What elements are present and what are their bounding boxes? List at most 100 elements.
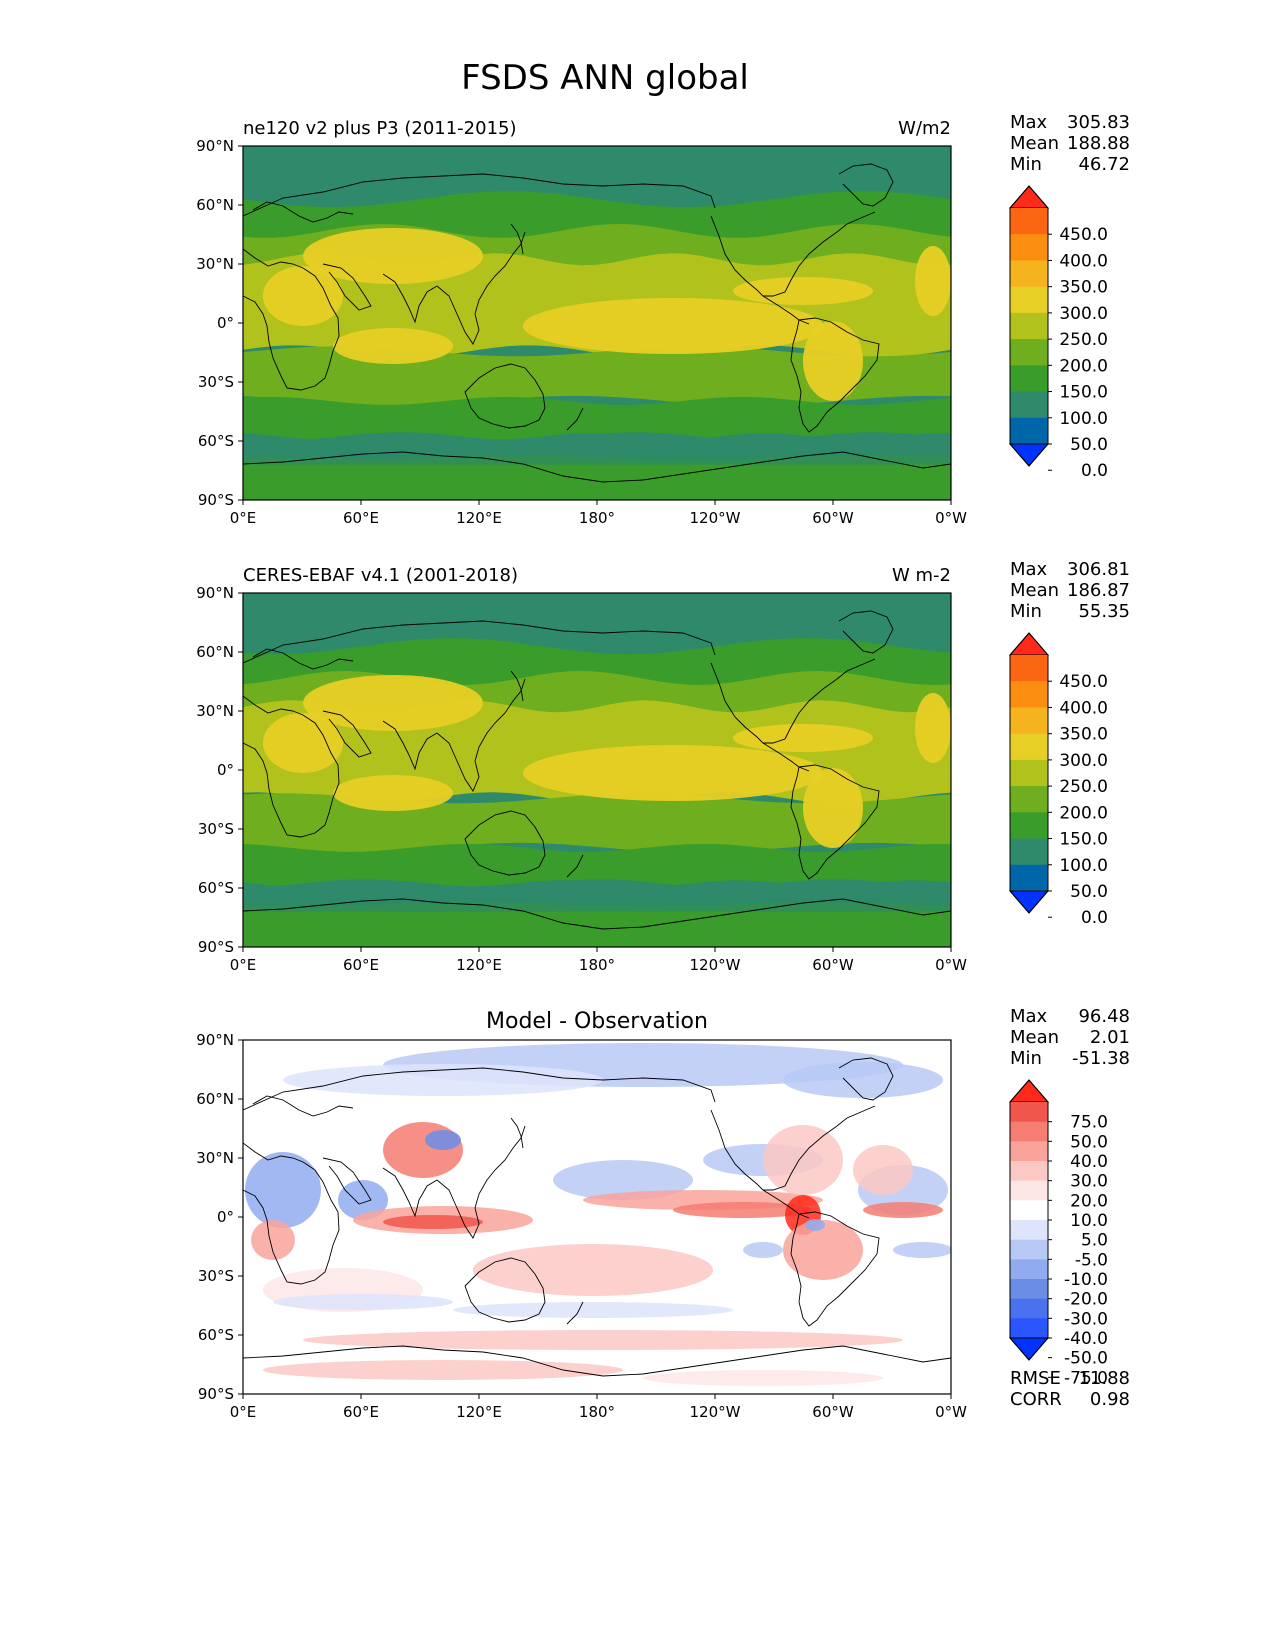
coastline	[436, 678, 526, 792]
stat-value: 305.83	[1067, 112, 1130, 133]
colorbar-tick-label: 200.0	[1059, 356, 1108, 376]
colorbar-segment	[1010, 1180, 1048, 1201]
contour-patch	[338, 1180, 388, 1220]
coastline	[566, 854, 584, 878]
contour-patch	[263, 266, 343, 326]
contour-patch	[303, 675, 483, 731]
x-tick-label: 60°E	[343, 509, 379, 527]
y-tick-label: 0°	[217, 761, 234, 779]
colorbar-tick-label: 100.0	[1059, 856, 1108, 876]
stat-label: Min	[1010, 1048, 1042, 1069]
contour-patch	[893, 1242, 951, 1258]
y-tick-label: 60°N	[196, 643, 234, 661]
colorbar-tick-label: 350.0	[1059, 278, 1108, 298]
map-panel-difference: Model - Observation 0°E 60°E 120°E 180° 120°W…	[196, 1006, 1130, 1421]
colorbar-segment	[1010, 838, 1048, 866]
colorbar-segment	[1010, 417, 1048, 445]
colorbar-extend-min	[1008, 1337, 1050, 1361]
colorbar-segment	[1010, 864, 1048, 892]
coastline	[566, 407, 584, 431]
contour-band	[243, 843, 951, 888]
colorbar-extend-min	[1008, 443, 1050, 467]
colorbar-tick-label: -30.0	[1064, 1309, 1108, 1329]
stat-value: 55.35	[1078, 601, 1130, 622]
x-tick-label: 0°W	[935, 509, 967, 527]
footer-stat-label: CORR	[1010, 1389, 1062, 1410]
contour-patch	[853, 1145, 913, 1195]
colorbar-extend-max	[1008, 1079, 1050, 1103]
colorbar-segment	[1010, 1141, 1048, 1162]
map-panel-reference: CERES-EBAF v4.1 (2001-2018) W m-2 0°E 60°E 1…	[196, 559, 1130, 974]
colorbar-tick-label: 100.0	[1059, 409, 1108, 429]
colorbar-tick-label: 350.0	[1059, 725, 1108, 745]
colorbar-tick-label: 30.0	[1070, 1172, 1108, 1192]
y-tick-label: 90°S	[198, 491, 234, 509]
coastline	[243, 695, 340, 838]
stat-value: 46.72	[1078, 154, 1130, 175]
colorbar-extend-min	[1008, 890, 1050, 914]
coastline	[243, 1067, 716, 1111]
stat-label: Max	[1010, 559, 1048, 580]
contour-patch	[863, 1202, 943, 1218]
x-tick-label: 60°E	[343, 1403, 379, 1421]
colorbar-tick-label: -20.0	[1064, 1290, 1108, 1310]
x-tick-label: 120°E	[456, 509, 502, 527]
colorbar-segment	[1010, 286, 1048, 314]
x-tick-label: 120°W	[690, 509, 741, 527]
colorbar-tick-label: 200.0	[1059, 803, 1108, 823]
x-tick-label: 60°W	[812, 1403, 854, 1421]
contour-patch	[251, 1220, 295, 1260]
coastline	[322, 263, 372, 311]
x-tick-label: 0°E	[230, 509, 257, 527]
contour-patch	[333, 328, 453, 364]
colorbar-tick-label: 75.0	[1070, 1113, 1108, 1133]
y-tick-label: 90°N	[196, 1031, 234, 1049]
colorbar-tick-label: 400.0	[1059, 698, 1108, 718]
footer-stat-value: 11.88	[1078, 1368, 1130, 1389]
y-tick-label: 30°N	[196, 255, 234, 273]
coastline	[762, 1189, 810, 1219]
panel-units: W m-2	[892, 565, 951, 586]
colorbar-tick-label: 5.0	[1081, 1231, 1108, 1251]
colorbar: 450.0 400.0 350.0 300.0 250.0 200.0 150.0 100.0…	[1008, 185, 1108, 481]
coastline	[382, 720, 438, 771]
colorbar-segment	[1010, 1259, 1048, 1280]
x-tick-label: 0°E	[230, 1403, 257, 1421]
coastline	[436, 231, 526, 345]
colorbar-tick-label: 300.0	[1059, 304, 1108, 324]
x-tick-label: 180°	[579, 509, 615, 527]
y-tick-label: 0°	[217, 314, 234, 332]
contour-patch	[473, 1244, 713, 1296]
contour-band	[243, 396, 951, 441]
colorbar-segment	[1010, 339, 1048, 366]
contour-patch	[915, 693, 951, 763]
panel-center-title: Model - Observation	[486, 1009, 708, 1034]
contour-patch	[673, 1202, 813, 1218]
contour-patch	[383, 1122, 463, 1178]
colorbar-tick-label: 0.0	[1081, 908, 1108, 928]
y-tick-label: 30°S	[198, 820, 234, 838]
map-field	[243, 593, 951, 947]
x-tick-label: 0°W	[935, 1403, 967, 1421]
coastline	[510, 1117, 524, 1149]
map-field	[243, 146, 951, 500]
stat-label: Mean	[1010, 1027, 1059, 1048]
contour-patch	[783, 1062, 943, 1098]
colorbar-segment	[1010, 1318, 1048, 1339]
colorbar-segment	[1010, 759, 1048, 787]
colorbar-extend-max	[1008, 185, 1050, 209]
coastline	[382, 1167, 438, 1218]
coastline	[710, 211, 876, 297]
colorbar-tick-label: 50.0	[1070, 435, 1108, 455]
contour-patch	[383, 1215, 483, 1229]
x-tick-label: 120°W	[690, 956, 741, 974]
colorbar: 450.0 400.0 350.0 300.0 250.0 200.0 150.0 100.0…	[1008, 632, 1108, 928]
y-tick-label: 90°S	[198, 938, 234, 956]
y-tick-label: 0°	[217, 1208, 234, 1226]
colorbar-segment	[1010, 1161, 1048, 1182]
colorbar-tick-label: 400.0	[1059, 251, 1108, 271]
colorbar-tick-label: -75.0	[1064, 1368, 1108, 1388]
footer-stat-label: RMSE	[1010, 1368, 1061, 1389]
colorbar-tick-label: 150.0	[1059, 383, 1108, 403]
contour-patch	[273, 1294, 453, 1310]
